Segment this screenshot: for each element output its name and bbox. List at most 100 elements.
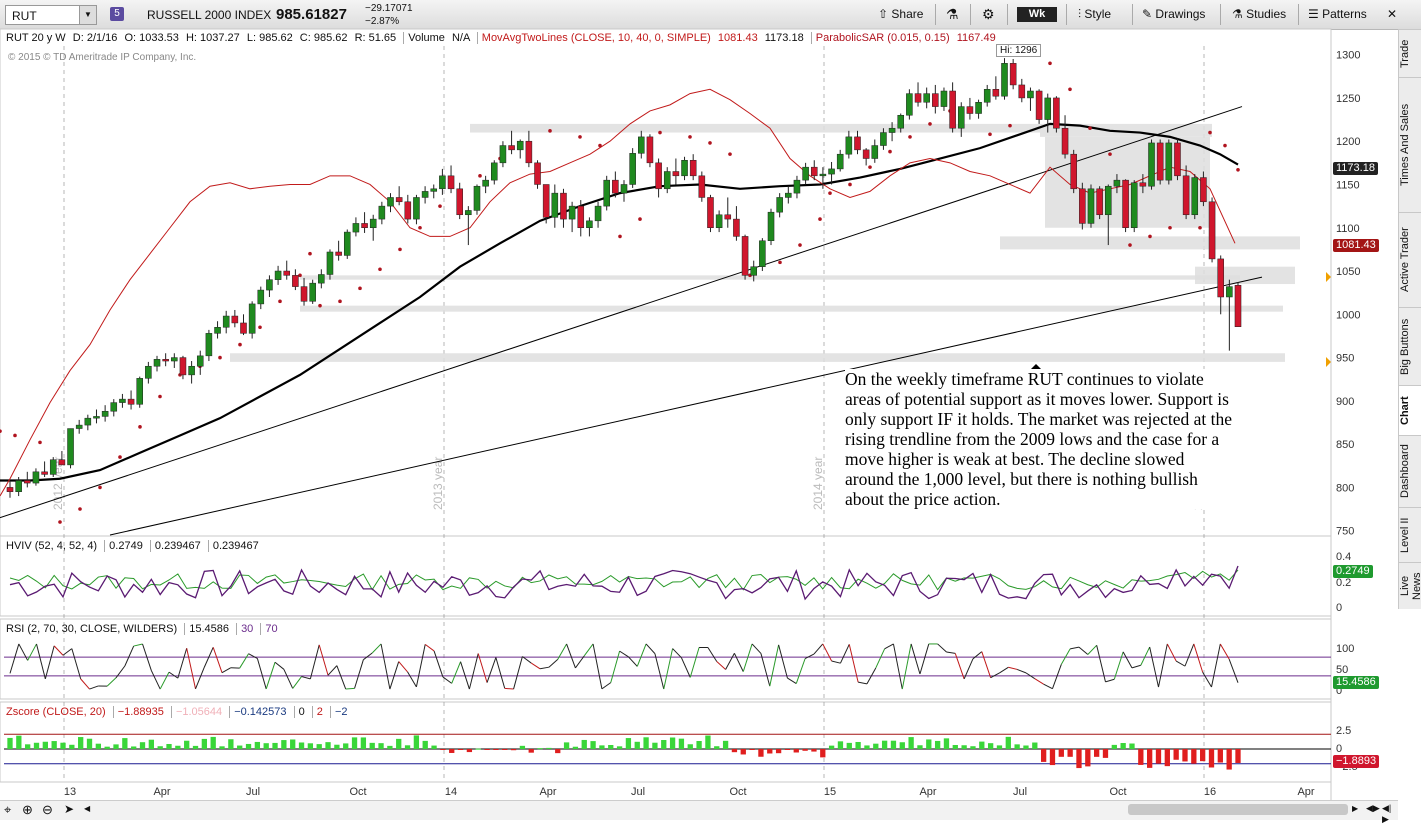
cursor-icon[interactable]: ➤	[64, 802, 74, 816]
side-tab-active-trader[interactable]: Active Trader	[1399, 212, 1421, 307]
zscore-bar	[1182, 749, 1187, 761]
zscore-bar	[723, 741, 728, 749]
scroll-right-icon[interactable]: ▶	[1352, 804, 1358, 813]
sar-dot	[13, 434, 17, 438]
rsi-y-tick: 50	[1336, 664, 1348, 676]
sar-dot	[888, 150, 892, 154]
zscore-bar	[643, 737, 648, 749]
zscore-bar	[1014, 744, 1019, 749]
zoom-out-icon[interactable]: ⊖	[42, 802, 53, 818]
zscore-bar	[1050, 749, 1055, 765]
candle-body	[1062, 128, 1068, 154]
zscore-bar	[590, 741, 595, 749]
candle-body	[1097, 189, 1103, 215]
volume-label: Volume	[403, 32, 445, 44]
candle-body	[301, 287, 307, 302]
candle-body	[1166, 143, 1172, 180]
side-tab-chart[interactable]: Chart	[1399, 385, 1421, 435]
candle-body	[656, 163, 662, 189]
candle-body	[431, 189, 437, 192]
rsi-header: RSI (2, 70, 30, CLOSE, WILDERS) 15.4586 …	[6, 622, 278, 636]
zscore-bar	[493, 749, 498, 750]
candle-body	[768, 212, 774, 241]
zscore-bar	[69, 745, 74, 749]
candle-body	[387, 197, 393, 206]
side-tab-dashboard[interactable]: Dashboard	[1399, 435, 1421, 507]
zscore-bar	[113, 744, 118, 749]
sar-dot	[478, 174, 482, 178]
zscore-diff: −0.142573	[229, 706, 286, 718]
zscore-bar	[43, 742, 48, 749]
candle-body	[1209, 202, 1215, 259]
zscore-bar	[626, 738, 631, 749]
side-tab-live-news[interactable]: Live News	[1399, 562, 1421, 609]
candle-body	[733, 219, 739, 236]
sar-dot	[1128, 243, 1132, 247]
zscore-bar	[1067, 749, 1072, 757]
zscore-bar	[237, 746, 242, 749]
candle-body	[976, 102, 982, 113]
zscore-bar	[281, 740, 286, 749]
sar-dot	[1208, 131, 1212, 135]
zscore-bar	[1032, 743, 1037, 749]
zscore-bar	[661, 740, 666, 749]
zscore-bar	[1041, 749, 1046, 762]
sar-dot	[598, 144, 602, 148]
candle-body	[258, 290, 264, 304]
fit-icon[interactable]: ◀|▶	[1382, 803, 1398, 825]
zscore-bar	[688, 744, 693, 749]
zoom-in-icon[interactable]: ⊕	[22, 802, 33, 818]
candle-body	[223, 316, 229, 327]
zscore-bar	[670, 738, 675, 749]
sar-dot	[1048, 62, 1052, 66]
candle-body	[1123, 180, 1129, 228]
sar-dot	[118, 455, 122, 459]
sar-dot	[58, 520, 62, 524]
ma-study-label: MovAvgTwoLines (CLOSE, 10, 40, 0, SIMPLE…	[477, 32, 711, 44]
candle-body	[1235, 285, 1241, 326]
sar-dot	[1108, 152, 1112, 156]
candle-body	[612, 180, 618, 193]
candle-body	[50, 460, 56, 475]
side-tab-big-buttons[interactable]: Big Buttons	[1399, 307, 1421, 385]
zscore-bar	[1227, 749, 1232, 770]
zscore-bar	[211, 737, 216, 749]
side-tab-level-ii[interactable]: Level II	[1399, 507, 1421, 562]
expand-icon[interactable]: ◀▶	[1366, 803, 1380, 814]
sar-dot	[638, 217, 642, 221]
year-label: 2014 year	[811, 457, 825, 510]
candle-body	[811, 167, 817, 176]
candle-body	[1192, 178, 1198, 215]
zscore-bar	[608, 745, 613, 749]
zscore-bar	[193, 746, 198, 749]
candle-body	[7, 487, 13, 491]
zscore-bar	[635, 742, 640, 749]
candle-body	[1200, 178, 1206, 202]
candle-body	[759, 241, 765, 267]
candle-body	[569, 206, 575, 219]
candle-body	[638, 137, 644, 153]
support-zone	[230, 353, 1285, 362]
candle-body	[197, 356, 203, 366]
x-tick-label: 14	[445, 786, 457, 798]
zscore-bar	[546, 748, 551, 749]
scroll-left-icon[interactable]: ◀	[84, 804, 90, 813]
candle-body	[1088, 189, 1094, 224]
crosshair-icon[interactable]: ⌖	[4, 802, 11, 818]
rsi-oversold: 30	[236, 623, 253, 635]
side-tab-trade[interactable]: Trade	[1399, 29, 1421, 77]
side-tab-times-and-sales[interactable]: Times And Sales	[1399, 77, 1421, 212]
candle-body	[439, 176, 445, 189]
bar-date: D: 2/1/16	[73, 32, 118, 44]
y-tick-label: 950	[1336, 353, 1354, 365]
zscore-bar	[228, 739, 233, 749]
zscore-lower: −2	[330, 706, 348, 718]
candle-body	[560, 193, 566, 219]
zscore-bar	[1129, 744, 1134, 749]
candle-body	[673, 171, 679, 175]
sar-study-label: ParabolicSAR (0.015, 0.15)	[811, 32, 950, 44]
candle-body	[327, 252, 333, 275]
sar-dot	[378, 267, 382, 271]
zscore-bar	[272, 743, 277, 749]
horizontal-scrollbar[interactable]	[1128, 804, 1348, 815]
